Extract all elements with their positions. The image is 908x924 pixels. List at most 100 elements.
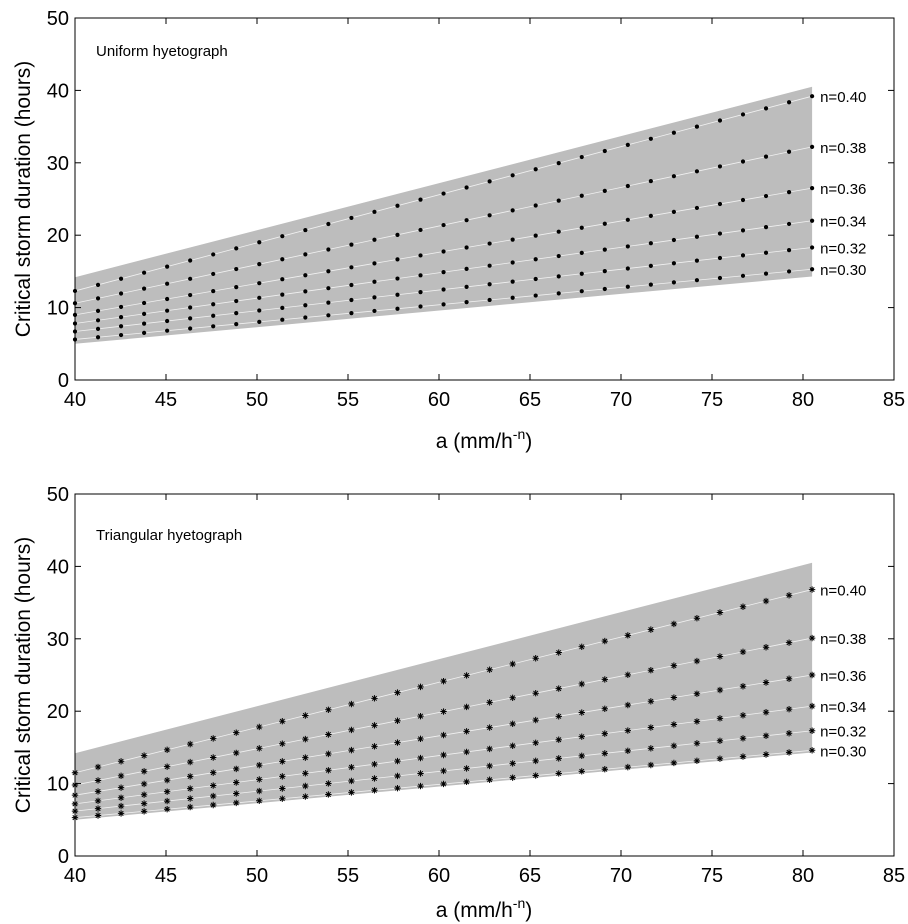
data-point xyxy=(464,185,469,190)
data-point xyxy=(647,745,655,752)
data-point xyxy=(257,319,262,324)
data-point xyxy=(118,304,124,310)
data-point xyxy=(325,767,332,774)
data-point xyxy=(647,724,655,731)
data-point xyxy=(625,183,630,189)
data-point xyxy=(555,685,562,692)
series-label: n=0.38 xyxy=(820,140,866,157)
series-n-0-30: n=0.30 xyxy=(72,262,866,342)
data-point xyxy=(117,794,125,801)
data-point xyxy=(648,263,653,268)
data-point xyxy=(693,614,701,622)
data-point xyxy=(233,749,240,757)
data-point xyxy=(233,799,240,807)
data-point xyxy=(509,660,516,668)
data-point xyxy=(510,173,515,178)
data-point xyxy=(578,680,585,688)
data-point xyxy=(670,721,678,728)
data-point xyxy=(647,698,655,705)
data-point xyxy=(785,730,793,737)
data-point xyxy=(186,740,194,748)
data-point xyxy=(418,290,423,295)
data-point xyxy=(118,315,124,320)
data-point xyxy=(763,271,769,276)
data-point xyxy=(602,286,607,292)
data-point xyxy=(487,263,492,268)
data-point xyxy=(441,249,446,254)
data-point xyxy=(257,281,262,286)
data-point xyxy=(785,705,793,713)
y-tick-label: 0 xyxy=(58,846,69,868)
data-point xyxy=(648,178,653,184)
data-point xyxy=(579,250,584,255)
data-point xyxy=(372,295,377,300)
data-point xyxy=(395,292,400,297)
data-point xyxy=(117,810,125,817)
data-point xyxy=(302,782,309,790)
data-point xyxy=(463,765,470,772)
series-label: n=0.40 xyxy=(820,583,866,600)
data-point xyxy=(326,247,331,252)
data-point xyxy=(210,792,217,800)
series-n-0-30: n=0.30 xyxy=(71,743,866,821)
data-point xyxy=(418,253,423,258)
x-tick-label: 45 xyxy=(155,389,177,411)
data-point xyxy=(647,761,655,769)
data-point xyxy=(464,266,469,272)
data-point xyxy=(762,732,770,739)
data-point xyxy=(140,791,148,798)
data-point xyxy=(371,760,378,768)
data-point xyxy=(762,644,770,651)
range-band xyxy=(75,86,813,344)
data-point xyxy=(578,752,585,760)
data-point xyxy=(142,270,147,275)
x-tick-label: 70 xyxy=(610,389,632,411)
y-tick-label: 30 xyxy=(47,629,69,651)
data-point xyxy=(602,221,607,226)
data-point xyxy=(256,787,263,795)
data-point xyxy=(256,797,263,804)
x-tick-label: 70 xyxy=(610,865,632,887)
data-point xyxy=(163,806,171,813)
data-point xyxy=(509,742,516,750)
data-point xyxy=(716,715,724,722)
data-point xyxy=(786,149,792,154)
x-tick-label: 75 xyxy=(701,865,723,887)
data-point xyxy=(372,308,377,314)
data-point xyxy=(371,775,378,782)
data-point xyxy=(280,317,285,322)
data-point xyxy=(417,770,424,777)
data-point xyxy=(717,164,723,169)
data-point xyxy=(693,740,701,747)
data-point xyxy=(717,231,723,236)
data-point xyxy=(348,726,355,734)
series-n-0-38: n=0.38 xyxy=(72,140,866,306)
data-point xyxy=(463,748,470,756)
data-point xyxy=(739,648,747,656)
x-tick-label: 60 xyxy=(428,865,450,887)
data-point xyxy=(808,586,816,593)
data-point xyxy=(186,785,194,792)
data-point xyxy=(256,761,263,769)
data-point xyxy=(624,701,632,709)
data-point xyxy=(279,795,286,802)
data-point xyxy=(95,296,101,301)
data-point xyxy=(624,763,632,771)
data-point xyxy=(234,311,239,316)
data-point xyxy=(303,227,308,233)
data-point xyxy=(602,247,607,252)
y-tick-label: 40 xyxy=(47,80,69,102)
data-point xyxy=(256,776,263,783)
data-point xyxy=(810,186,815,191)
series-n-0-34: n=0.34 xyxy=(72,214,866,326)
x-axis-title: a (mm/h-n) xyxy=(436,426,532,453)
panel-annotation: Uniform hyetograph xyxy=(96,43,228,60)
data-point xyxy=(210,754,217,761)
data-point xyxy=(186,758,194,766)
data-point xyxy=(280,257,285,262)
data-point xyxy=(808,671,816,679)
data-point xyxy=(372,237,377,242)
data-point xyxy=(303,315,308,320)
data-point xyxy=(142,300,147,306)
data-point xyxy=(234,298,239,304)
